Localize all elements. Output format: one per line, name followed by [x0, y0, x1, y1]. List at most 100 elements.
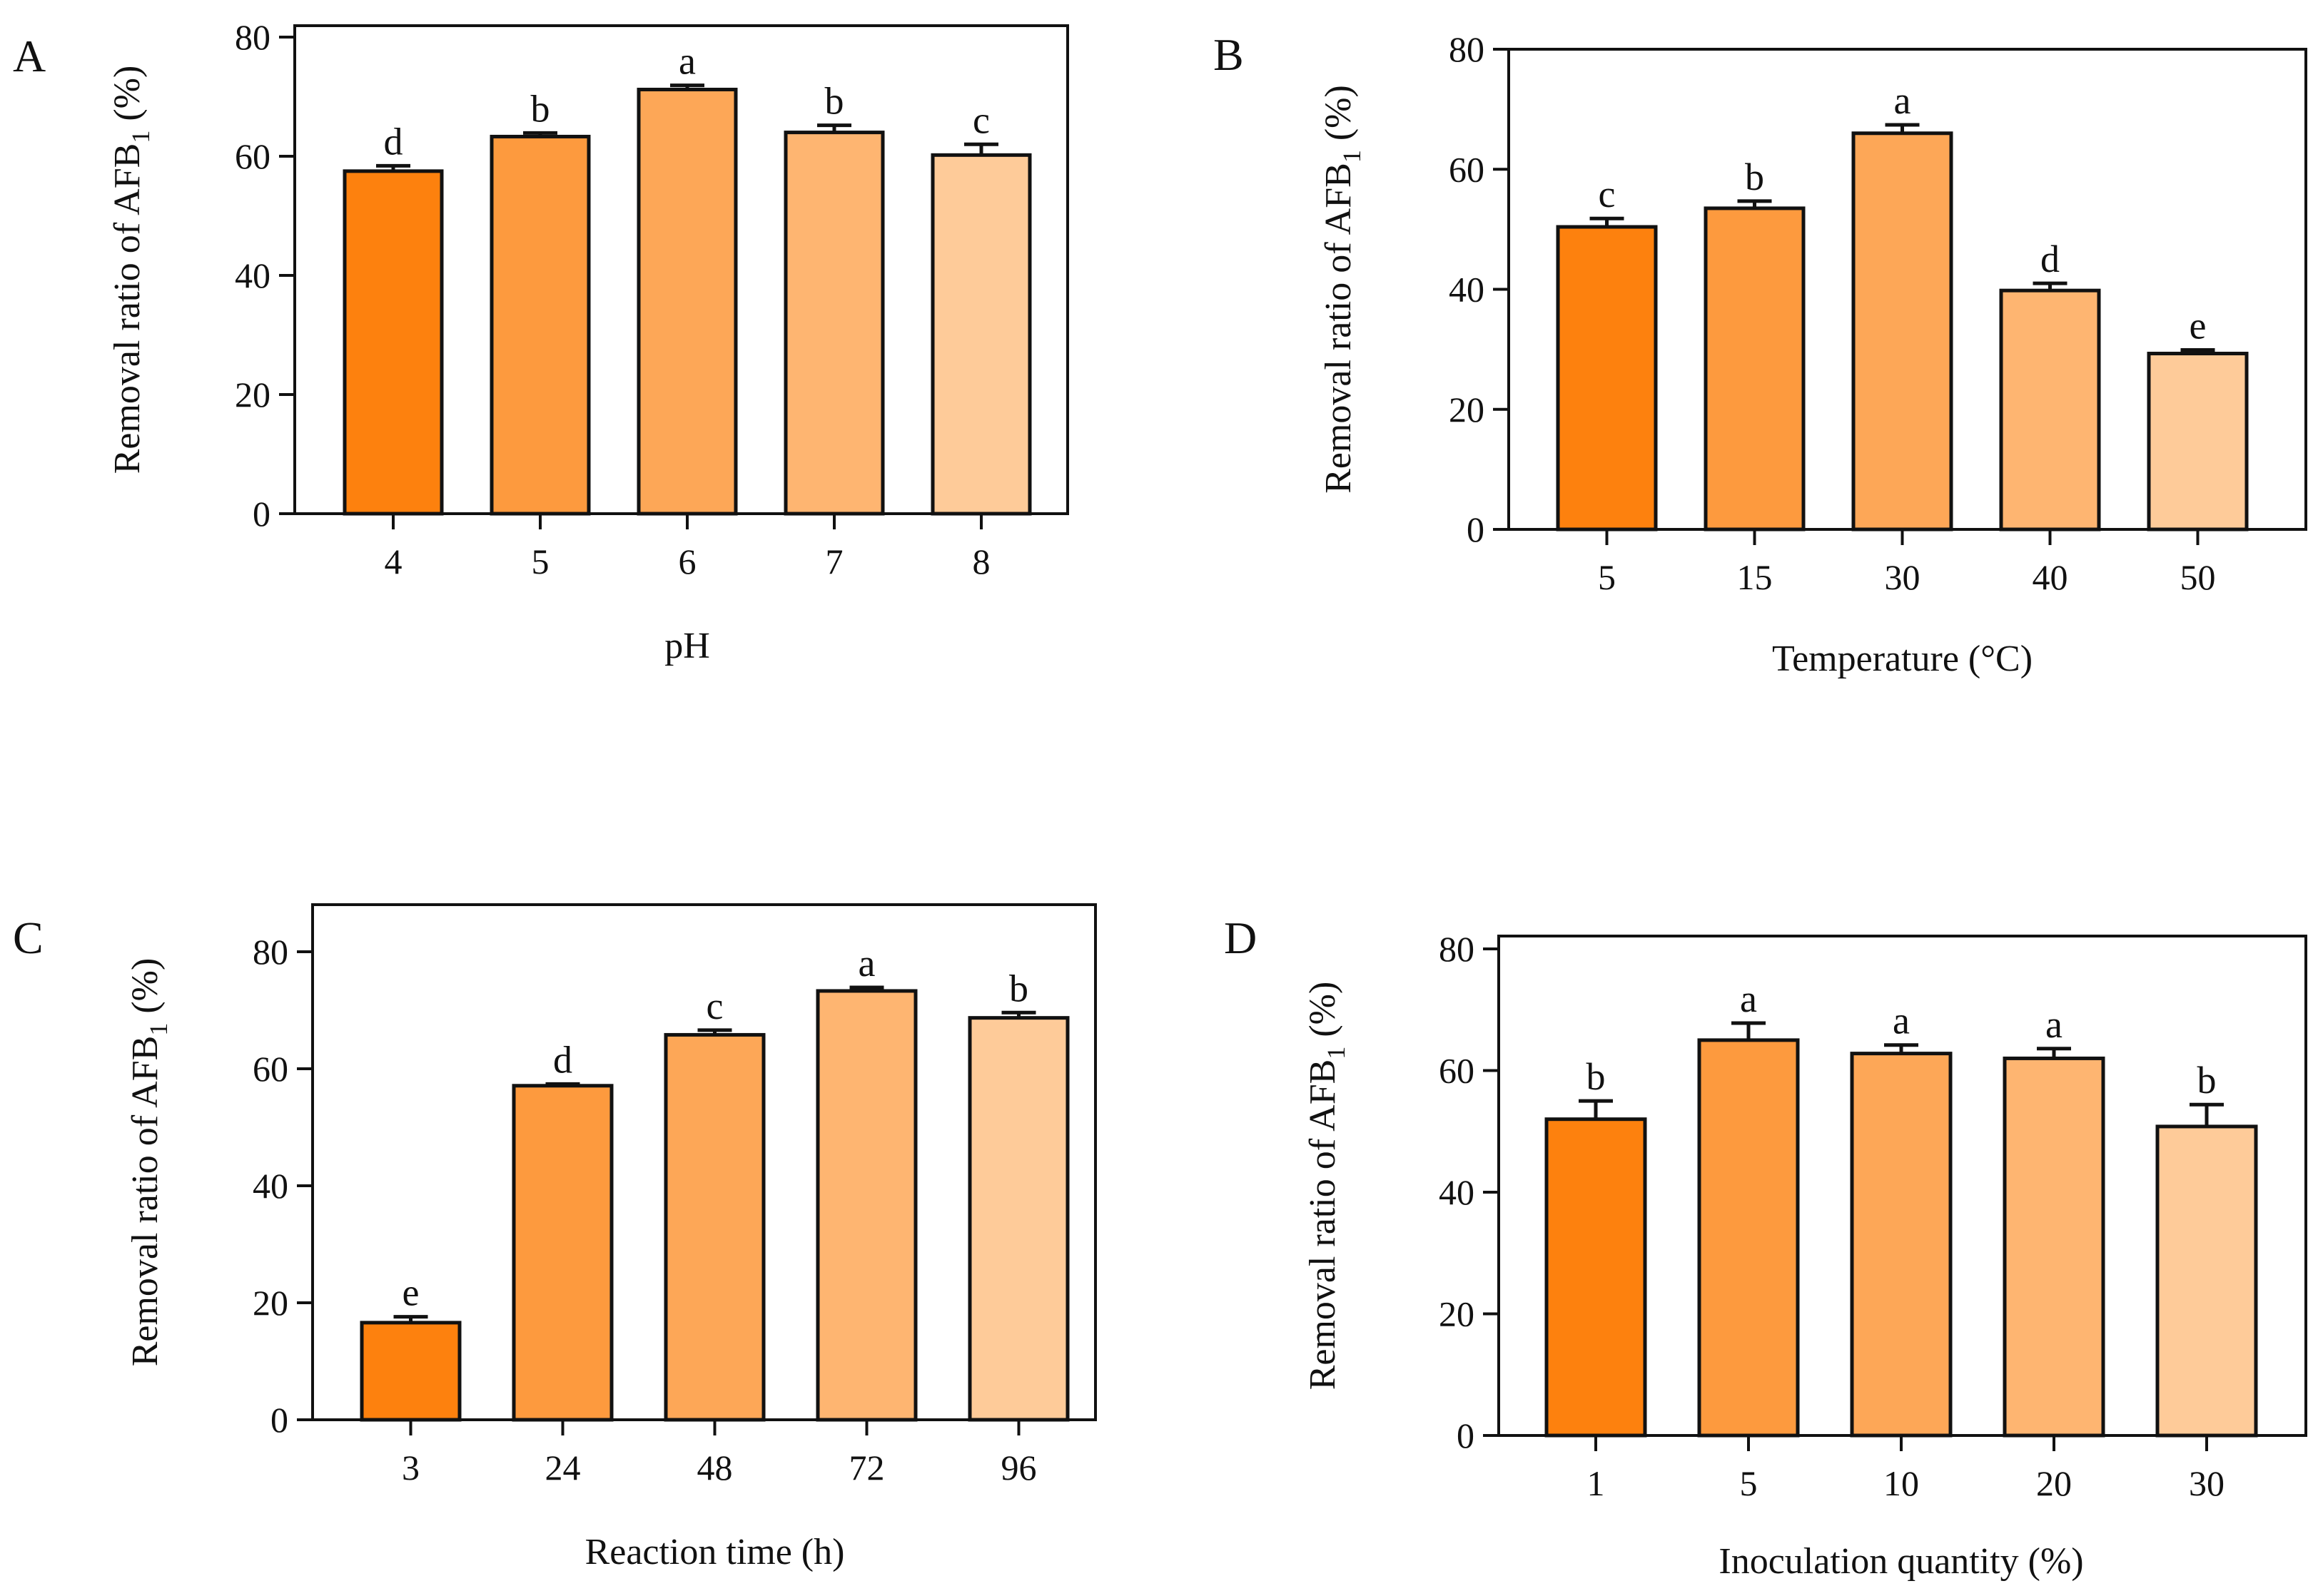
x-tick-label: 5	[532, 542, 550, 581]
x-tick-label: 7	[826, 542, 844, 581]
bar-48	[664, 1032, 766, 1422]
chart-panel-b: Bc 5 b 15 a 30 d 40 e 50 0 20 40 60 80 Temperature (°C)…	[1213, 29, 2307, 679]
panel-label: B	[1213, 29, 1244, 80]
x-tick-label: 6	[679, 542, 697, 581]
bar-72	[816, 989, 918, 1422]
significance-label: e	[403, 1271, 420, 1314]
bar-50	[2147, 352, 2249, 532]
plot-frame	[1497, 935, 2307, 1437]
significance-label: a	[859, 942, 876, 985]
bar-1	[1544, 1117, 1647, 1438]
x-tick-label: 30	[2189, 1463, 2225, 1503]
x-axis-title: Temperature (°C)	[1772, 639, 2033, 679]
x-tick-label: 4	[385, 542, 403, 581]
significance-label: b	[1009, 967, 1028, 1010]
bar-20	[2003, 1056, 2105, 1438]
bar-6	[637, 87, 738, 516]
bar-5	[1556, 225, 1658, 532]
y-tick-label: 20	[1449, 390, 1484, 430]
y-tick-label: 80	[235, 17, 270, 57]
x-tick-label: 96	[1001, 1448, 1037, 1488]
x-tick-label: 10	[1883, 1463, 1919, 1503]
x-tick-label: 30	[1885, 557, 1920, 597]
significance-label: b	[2197, 1059, 2217, 1102]
x-tick-label: 50	[2180, 557, 2216, 597]
significance-label: b	[1745, 156, 1764, 198]
y-tick-label: 60	[1439, 1051, 1474, 1091]
significance-label: d	[553, 1038, 572, 1081]
y-tick-label: 40	[253, 1166, 288, 1206]
y-tick-label: 40	[1439, 1172, 1474, 1212]
panel-label: D	[1224, 913, 1257, 963]
plot-frame	[293, 24, 1069, 515]
bar-30	[1851, 131, 1953, 532]
bar-10	[1850, 1052, 1953, 1438]
significance-label: e	[2190, 304, 2207, 347]
x-tick-label: 1	[1587, 1463, 1605, 1503]
significance-label: a	[679, 40, 696, 83]
x-tick-label: 24	[545, 1448, 581, 1488]
x-axis-title: Inoculation quantity (%)	[1719, 1541, 2083, 1582]
significance-label: a	[1894, 79, 1911, 122]
x-axis-title: pH	[664, 626, 710, 666]
x-tick-label: 72	[849, 1448, 885, 1488]
x-tick-label: 40	[2033, 557, 2068, 597]
bar-8	[931, 153, 1032, 516]
plot-frame	[311, 903, 1097, 1421]
y-tick-label: 20	[1439, 1294, 1474, 1334]
x-tick-label: 8	[973, 542, 991, 581]
y-tick-label: 0	[270, 1400, 288, 1440]
significance-label: a	[1740, 977, 1757, 1020]
y-tick-label: 60	[253, 1049, 288, 1089]
panel-label: C	[13, 913, 44, 963]
significance-label: b	[531, 87, 550, 130]
x-tick-label: 15	[1737, 557, 1773, 597]
y-tick-label: 80	[253, 932, 288, 972]
y-tick-label: 0	[1457, 1415, 1474, 1455]
significance-label: b	[1586, 1055, 1606, 1098]
y-tick-label: 0	[1467, 509, 1484, 549]
bar-5	[1697, 1038, 1800, 1438]
y-axis-title: Removal ratio of AFB1 (%)	[1302, 982, 1350, 1391]
y-tick-label: 40	[235, 255, 270, 295]
bar-5	[490, 134, 591, 516]
significance-label: c	[1599, 173, 1616, 215]
bar-24	[512, 1084, 614, 1422]
chart-panel-c: Ce 3 d 24 c 48 a 72 b 96 0 20 40 60 80 Reaction time (h…	[13, 903, 1097, 1572]
y-tick-label: 20	[253, 1283, 288, 1323]
y-axis-title: Removal ratio of AFB1 (%)	[107, 66, 155, 474]
significance-label: c	[707, 985, 724, 1027]
x-tick-label: 3	[402, 1448, 420, 1488]
y-tick-label: 20	[235, 375, 270, 415]
y-tick-label: 40	[1449, 270, 1484, 310]
significance-label: a	[1893, 1000, 1910, 1042]
significance-label: c	[973, 98, 990, 141]
y-axis-title: Removal ratio of AFB1 (%)	[1318, 85, 1366, 494]
x-tick-label: 20	[2036, 1463, 2072, 1503]
x-tick-label: 48	[697, 1448, 733, 1488]
y-axis-title: Removal ratio of AFB1 (%)	[125, 958, 173, 1367]
bar-7	[784, 131, 885, 516]
y-tick-label: 60	[1449, 149, 1484, 189]
significance-label: a	[2045, 1003, 2063, 1046]
y-tick-label: 0	[253, 494, 270, 534]
x-tick-label: 5	[1598, 557, 1616, 597]
bar-3	[360, 1321, 462, 1422]
significance-label: d	[384, 120, 403, 163]
bar-96	[968, 1016, 1070, 1422]
significance-label: b	[825, 80, 844, 123]
x-tick-label: 5	[1740, 1463, 1758, 1503]
bar-15	[1704, 206, 1806, 532]
panel-label: A	[13, 31, 46, 81]
y-tick-label: 80	[1449, 29, 1484, 69]
y-tick-label: 80	[1439, 929, 1474, 969]
bar-30	[2155, 1124, 2258, 1438]
significance-label: d	[2040, 238, 2060, 280]
chart-panel-d: Db 1 a 5 a 10 a 20 b 30 0 20 40 60 80 Inoculation quant…	[1224, 913, 2307, 1582]
bar-4	[343, 169, 444, 516]
x-axis-title: Reaction time (h)	[585, 1532, 845, 1572]
y-tick-label: 60	[235, 136, 270, 176]
bar-40	[1999, 288, 2101, 532]
